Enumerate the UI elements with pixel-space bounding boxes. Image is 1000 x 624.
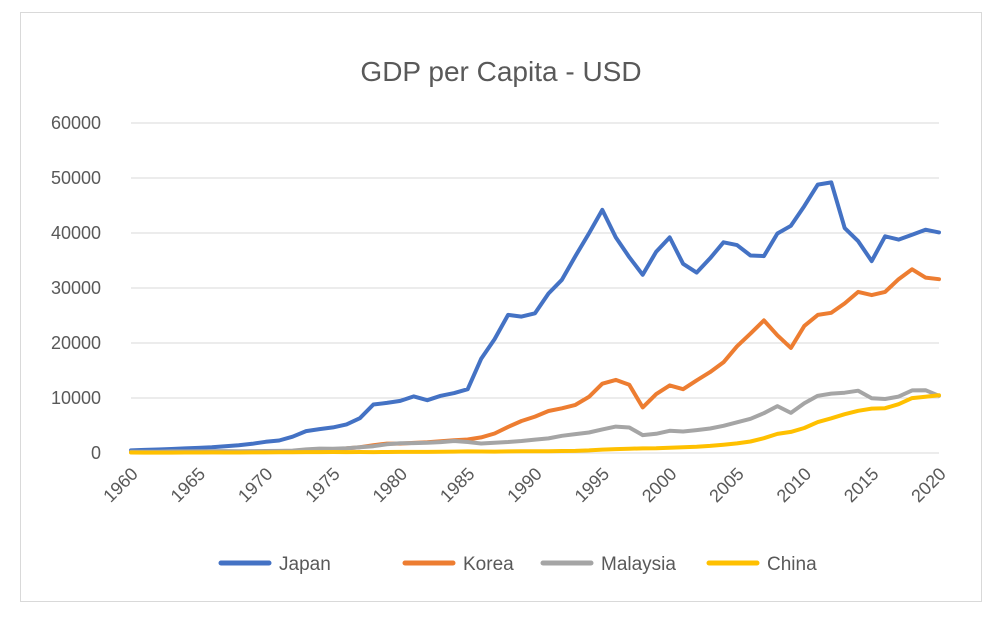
y-tick-label: 20000: [51, 333, 101, 353]
x-tick-label: 2020: [907, 464, 949, 506]
x-tick-label: 1990: [503, 464, 545, 506]
legend-label-china: China: [767, 554, 817, 575]
x-tick-label: 1995: [571, 464, 613, 506]
legend: Japan Korea Malaysia China: [218, 554, 817, 575]
y-tick-label: 40000: [51, 223, 101, 243]
legend-label-korea: Korea: [463, 554, 514, 575]
y-tick-label: 60000: [51, 113, 101, 133]
series-line-japan: [129, 180, 941, 453]
series-line-korea: [129, 267, 941, 455]
series-line-china: [129, 393, 941, 455]
y-axis-ticks: 0 10000 20000 30000 40000 50000 60000: [51, 113, 101, 463]
x-tick-label: 1965: [167, 464, 209, 506]
x-tick-label: 1960: [99, 464, 141, 506]
x-tick-label: 1985: [436, 464, 478, 506]
x-axis-ticks: 1960 1965 1970 1975 1980 1985 1990 1995 2000 2005…: [99, 464, 949, 506]
x-tick-label: 2005: [705, 464, 747, 506]
x-tick-label: 1980: [369, 464, 411, 506]
x-tick-label: 2015: [840, 464, 882, 506]
y-tick-label: 10000: [51, 388, 101, 408]
legend-label-japan: Japan: [279, 554, 331, 575]
gridlines: [131, 122, 939, 454]
series-lines: [129, 180, 941, 455]
chart-frame: GDP per Capita - USD 0 10000 20000 30000 400…: [20, 12, 982, 602]
x-tick-label: 2010: [773, 464, 815, 506]
x-tick-label: 2000: [638, 464, 680, 506]
y-tick-label: 50000: [51, 168, 101, 188]
legend-label-malaysia: Malaysia: [601, 554, 676, 575]
y-tick-label: 0: [91, 443, 101, 463]
x-tick-label: 1975: [301, 464, 343, 506]
line-chart: GDP per Capita - USD 0 10000 20000 30000 400…: [51, 56, 950, 575]
x-tick-label: 1970: [234, 464, 276, 506]
chart-title: GDP per Capita - USD: [360, 56, 641, 87]
y-tick-label: 30000: [51, 278, 101, 298]
